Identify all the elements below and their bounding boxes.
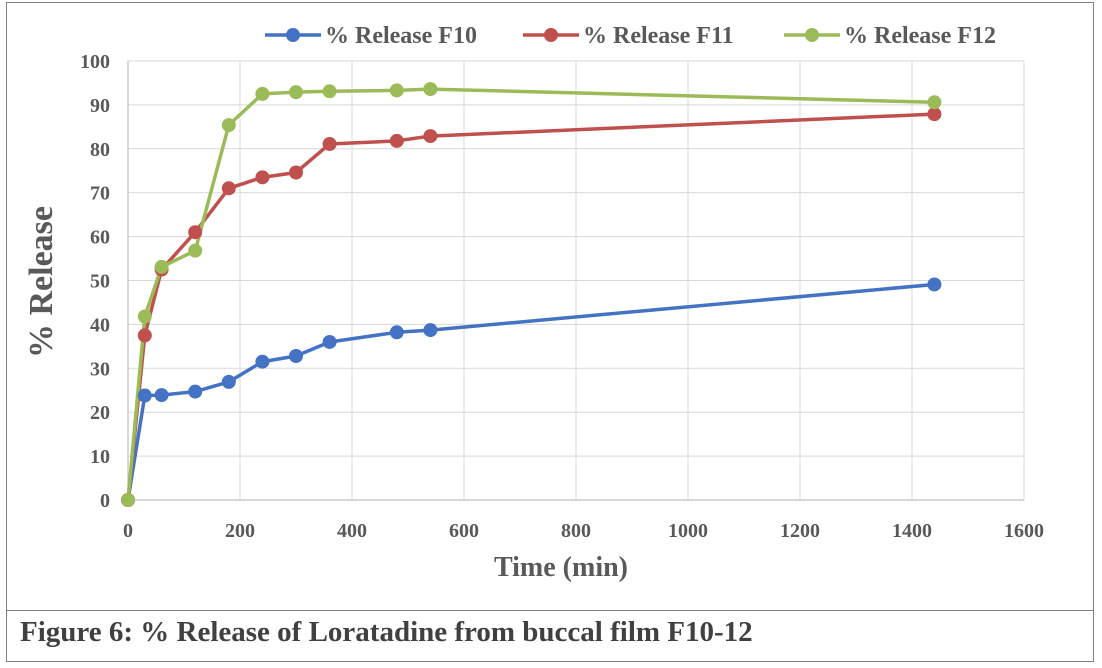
- y-tick-label: 30: [90, 358, 110, 380]
- data-point-series-1: [322, 334, 337, 349]
- data-point-series-2: [389, 133, 404, 148]
- data-point-series-1: [423, 323, 438, 338]
- data-point-series-3: [927, 95, 942, 110]
- data-point-series-1: [154, 388, 169, 403]
- x-tick-label: 200: [225, 520, 255, 542]
- x-tick-label: 600: [449, 520, 479, 542]
- x-tick-label: 0: [123, 520, 133, 542]
- figure-caption: Figure 6: % Release of Loratadine from b…: [20, 616, 753, 648]
- data-point-series-2: [221, 181, 236, 196]
- legend-marker: [805, 28, 819, 42]
- series-line-2: [126, 112, 935, 501]
- x-tick-label: 1200: [780, 520, 820, 542]
- x-axis-label: Time (min): [494, 552, 628, 583]
- data-point-series-3: [188, 243, 203, 258]
- legend-label: % Release F11: [583, 23, 734, 49]
- data-point-series-3: [255, 86, 270, 101]
- data-point-series-3: [154, 259, 169, 274]
- data-point-series-3: [322, 84, 337, 99]
- legend-marker: [286, 28, 300, 42]
- legend-label: % Release F10: [325, 23, 477, 49]
- data-point-series-2: [289, 165, 303, 180]
- y-tick-label: 100: [80, 51, 110, 73]
- y-tick-label: 70: [90, 183, 110, 205]
- data-point-series-1: [255, 354, 270, 369]
- figure-frame: [6, 2, 1094, 662]
- data-point-series-3: [221, 118, 236, 133]
- series-line-1: [126, 282, 935, 501]
- x-tick-label: 1600: [1004, 520, 1044, 542]
- y-tick-label: 10: [90, 446, 110, 468]
- legend-marker: [544, 28, 558, 42]
- x-tick-label: 400: [337, 520, 367, 542]
- data-point-series-3: [137, 309, 152, 324]
- data-point-series-3: [423, 82, 438, 97]
- data-point-series-1: [289, 349, 303, 364]
- legend-label: % Release F12: [844, 23, 996, 49]
- data-point-series-1: [389, 325, 404, 340]
- axes: [127, 61, 1024, 501]
- data-point-series-1: [188, 384, 203, 399]
- x-tick-label: 1400: [892, 520, 932, 542]
- y-tick-label: 80: [90, 139, 110, 161]
- data-point-series-2: [927, 107, 942, 122]
- data-point-series-3: [289, 85, 303, 100]
- x-tick-label: 1000: [668, 520, 708, 542]
- y-tick-label: 0: [100, 490, 110, 512]
- data-point-series-2: [423, 129, 438, 144]
- data-point-series-2: [188, 225, 203, 240]
- y-axis-label: % Release: [23, 206, 60, 358]
- series-lines: [121, 82, 942, 507]
- data-point-series-2: [322, 136, 337, 151]
- y-tick-label: 60: [90, 227, 110, 249]
- data-point-series-3: [121, 493, 135, 507]
- y-tick-label: 90: [90, 95, 110, 117]
- data-point-series-2: [137, 328, 152, 343]
- caption-divider: [6, 610, 1094, 611]
- y-tick-label: 20: [90, 402, 110, 424]
- x-tick-label: 800: [561, 520, 591, 542]
- y-tick-label: 40: [90, 314, 110, 336]
- y-tick-label: 50: [90, 271, 110, 293]
- legend: % Release F10 % Release F11 % Release F12: [265, 23, 996, 49]
- data-point-series-2: [255, 170, 270, 185]
- gridlines: [128, 60, 1025, 500]
- data-point-series-1: [927, 277, 942, 292]
- data-point-series-1: [221, 374, 236, 389]
- data-point-series-1: [137, 388, 152, 403]
- data-point-series-3: [389, 83, 404, 98]
